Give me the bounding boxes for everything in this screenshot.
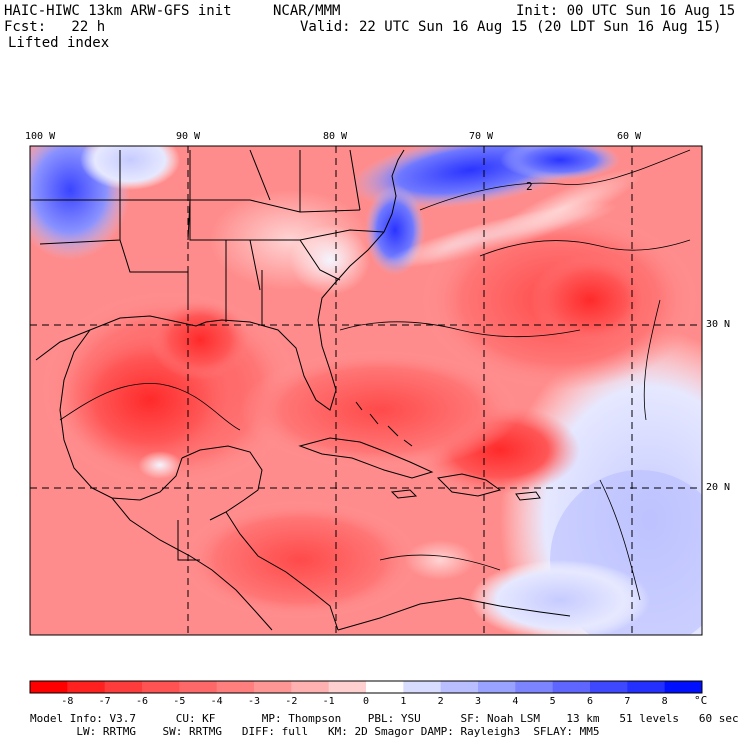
colorbar-tick-label: 3 bbox=[474, 696, 482, 707]
lon-label-100w: 100 W bbox=[25, 131, 56, 142]
lat-label-20n: 20 N bbox=[706, 482, 731, 493]
colorbar-swatch bbox=[30, 681, 68, 693]
colorbar-tick-label: -3 bbox=[247, 696, 261, 707]
lon-label-80w: 80 W bbox=[323, 131, 348, 142]
colorbar-tick-label: 2 bbox=[437, 696, 444, 707]
contour-label: 2 bbox=[526, 180, 533, 193]
colorbar-tick-label: 0 bbox=[362, 696, 370, 707]
colorbar-tick-label: -7 bbox=[98, 696, 111, 707]
colorbar-swatch bbox=[291, 681, 330, 693]
colorbar-swatch bbox=[590, 681, 628, 693]
colorbar-tick-label: -6 bbox=[135, 696, 149, 707]
colorbar-swatch bbox=[366, 681, 404, 693]
colorbar-tick-label: 1 bbox=[400, 696, 407, 707]
colorbar-tick-label: -8 bbox=[61, 696, 74, 707]
colorbar-swatch bbox=[67, 681, 106, 693]
colorbar-swatch bbox=[552, 681, 591, 693]
colorbar bbox=[29, 680, 703, 694]
model-info-line1: Model Info: V3.7 CU: KF MP: Thompson PBL… bbox=[30, 712, 739, 725]
colorbar-tick-label: 5 bbox=[549, 696, 556, 707]
lon-label-60w: 60 W bbox=[617, 131, 642, 142]
lat-label-30n: 30 N bbox=[706, 319, 731, 330]
colorbar-tick-label: 6 bbox=[586, 696, 594, 707]
colorbar-swatch bbox=[627, 681, 666, 693]
colorbar-unit: °C bbox=[694, 694, 708, 707]
colorbar-tick-label: -1 bbox=[322, 696, 335, 707]
init-time: Init: 00 UTC Sun 16 Aug 15 bbox=[516, 3, 736, 19]
colorbar-tick-label: -5 bbox=[173, 696, 186, 707]
colorbar-tick-label: -2 bbox=[285, 696, 298, 707]
field-shading bbox=[30, 146, 702, 635]
coastlines bbox=[30, 149, 571, 631]
colorbar-swatch bbox=[440, 681, 479, 693]
colorbar-swatch bbox=[403, 681, 442, 693]
colorbar-swatch bbox=[179, 681, 218, 693]
model-title: HAIC-HIWC 13km ARW-GFS init bbox=[4, 3, 232, 19]
valid-time: Valid: 22 UTC Sun 16 Aug 15 (20 LDT Sun … bbox=[300, 19, 722, 35]
model-info-line2: LW: RRTMG SW: RRTMG DIFF: full KM: 2D Sm… bbox=[30, 725, 600, 738]
colorbar-swatch bbox=[664, 681, 703, 693]
lon-label-90w: 90 W bbox=[176, 131, 201, 142]
colorbar-frame bbox=[29, 680, 703, 694]
colorbar-swatch bbox=[478, 681, 516, 693]
field-name: Lifted index bbox=[8, 35, 110, 51]
colorbar-swatch bbox=[142, 681, 180, 693]
colorbar-tick-label: 8 bbox=[661, 696, 668, 707]
lon-label-70w: 70 W bbox=[469, 131, 494, 142]
org-label: NCAR/MMM bbox=[273, 3, 341, 19]
latlon-grid bbox=[30, 146, 702, 635]
colorbar-swatch bbox=[254, 681, 292, 693]
colorbar-tick-label: 7 bbox=[624, 696, 631, 707]
colorbar-tick-label: -4 bbox=[210, 696, 223, 707]
colorbar-swatch bbox=[104, 681, 143, 693]
contours bbox=[59, 149, 691, 601]
forecast-hour: Fcst: 22 h bbox=[4, 19, 106, 35]
map-frame bbox=[29, 145, 703, 636]
colorbar-tick-label: 4 bbox=[512, 696, 519, 707]
colorbar-swatch bbox=[328, 681, 367, 693]
colorbar-swatch bbox=[515, 681, 554, 693]
colorbar-swatch bbox=[216, 681, 255, 693]
